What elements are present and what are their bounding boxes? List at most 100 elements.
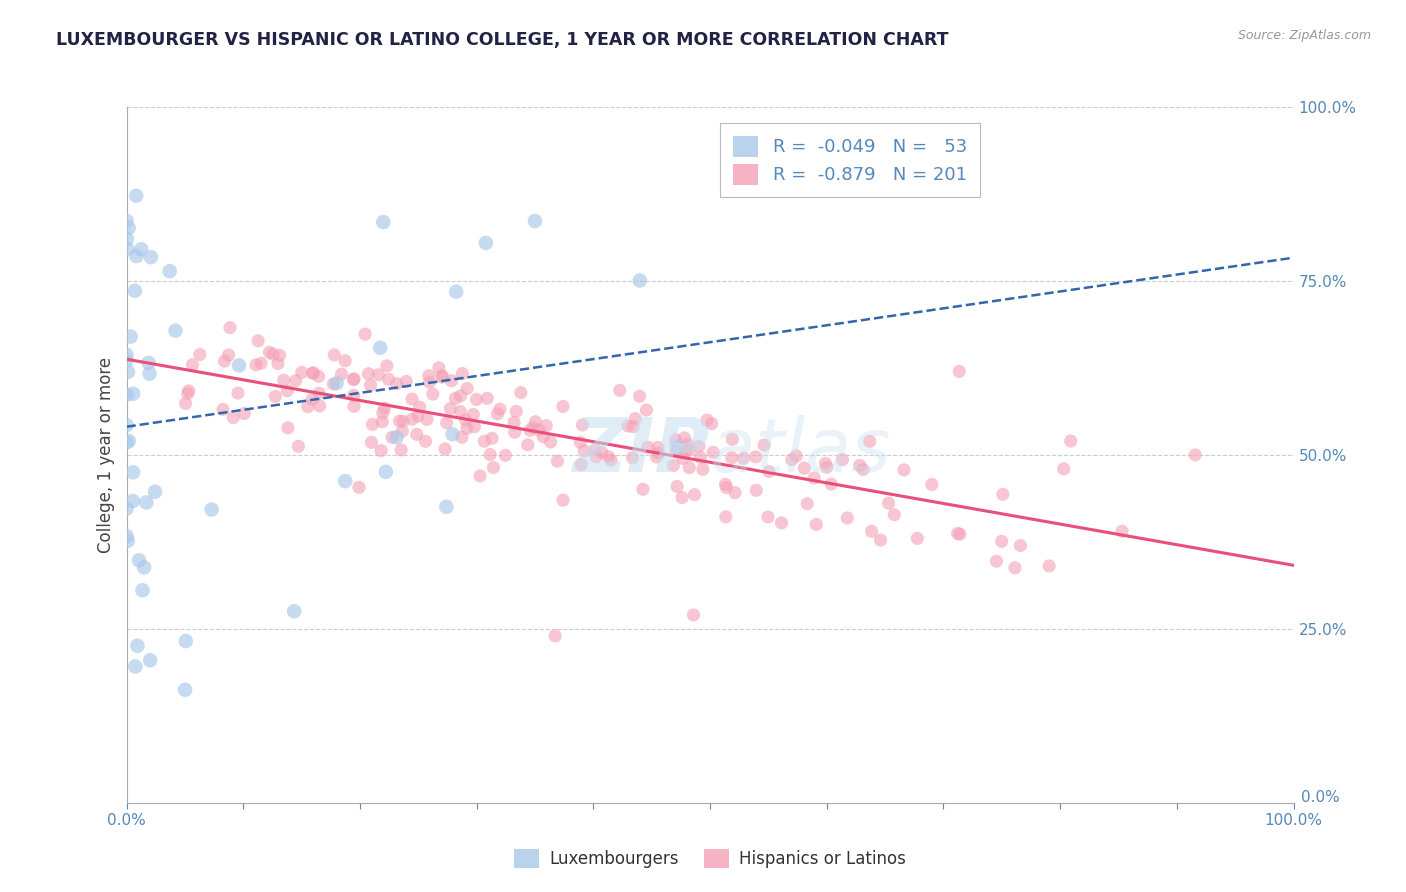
Point <box>463 419 485 434</box>
Point <box>991 487 1014 501</box>
Point <box>672 451 695 466</box>
Point <box>377 372 399 386</box>
Point <box>342 373 364 387</box>
Point <box>733 451 755 466</box>
Point <box>418 368 440 383</box>
Point <box>124 659 146 673</box>
Point <box>226 386 249 401</box>
Point <box>276 384 298 398</box>
Point <box>503 416 526 430</box>
Point <box>666 479 689 493</box>
Point <box>714 509 737 524</box>
Point <box>482 460 505 475</box>
Point <box>1060 434 1083 448</box>
Point <box>621 450 644 465</box>
Point <box>389 442 412 457</box>
Point <box>375 359 398 373</box>
Point <box>675 444 697 458</box>
Point <box>335 474 357 488</box>
Point <box>444 285 467 299</box>
Point <box>780 452 803 467</box>
Point <box>806 517 828 532</box>
Point <box>551 493 574 508</box>
Point <box>436 416 458 430</box>
Point <box>347 480 370 494</box>
Point <box>212 402 235 417</box>
Point <box>174 396 197 410</box>
Point <box>125 249 148 263</box>
Point <box>409 400 432 414</box>
Point <box>139 653 162 667</box>
Point <box>744 450 766 464</box>
Point <box>628 389 651 403</box>
Point <box>714 477 737 491</box>
Point <box>325 376 347 390</box>
Point <box>531 430 554 444</box>
Point <box>702 445 724 459</box>
Point <box>269 348 291 362</box>
Point <box>388 414 411 428</box>
Point <box>758 465 780 479</box>
Point <box>441 427 464 442</box>
Point <box>219 320 242 334</box>
Point <box>233 407 256 421</box>
Point <box>115 232 138 246</box>
Point <box>343 388 366 402</box>
Point <box>291 366 314 380</box>
Point <box>138 356 160 370</box>
Point <box>665 444 688 458</box>
Point <box>115 529 138 543</box>
Point <box>330 367 353 381</box>
Point <box>756 510 779 524</box>
Point <box>115 214 138 228</box>
Point <box>385 430 408 444</box>
Point <box>540 434 562 449</box>
Point <box>990 534 1012 549</box>
Point <box>188 347 211 361</box>
Point <box>301 392 323 407</box>
Point <box>381 430 404 444</box>
Point <box>522 420 544 434</box>
Point <box>322 376 344 391</box>
Point <box>645 450 668 464</box>
Point <box>283 604 305 618</box>
Point <box>415 434 437 449</box>
Point <box>523 214 546 228</box>
Point <box>392 414 415 428</box>
Point <box>883 508 905 522</box>
Point <box>486 407 509 421</box>
Point <box>354 327 377 342</box>
Point <box>716 481 738 495</box>
Point <box>416 412 439 426</box>
Point <box>357 367 380 381</box>
Point <box>860 524 883 539</box>
Point <box>284 374 307 388</box>
Point <box>724 485 747 500</box>
Point <box>648 446 671 460</box>
Point <box>201 502 224 516</box>
Point <box>481 431 503 445</box>
Point <box>1111 524 1133 539</box>
Point <box>662 458 685 473</box>
Point <box>374 465 396 479</box>
Point <box>678 460 700 475</box>
Point <box>124 284 146 298</box>
Point <box>472 434 495 449</box>
Point <box>451 430 474 444</box>
Point <box>1053 462 1076 476</box>
Point <box>946 526 969 541</box>
Point <box>544 629 567 643</box>
Point <box>115 435 138 450</box>
Point <box>323 348 346 362</box>
Point <box>228 359 250 373</box>
Point <box>177 384 200 398</box>
Point <box>247 334 270 348</box>
Y-axis label: College, 1 year or more: College, 1 year or more <box>97 357 115 553</box>
Point <box>127 639 149 653</box>
Point <box>617 418 640 433</box>
Point <box>302 366 325 380</box>
Point <box>519 423 541 437</box>
Point <box>368 341 391 355</box>
Point <box>682 607 704 622</box>
Point <box>1184 448 1206 462</box>
